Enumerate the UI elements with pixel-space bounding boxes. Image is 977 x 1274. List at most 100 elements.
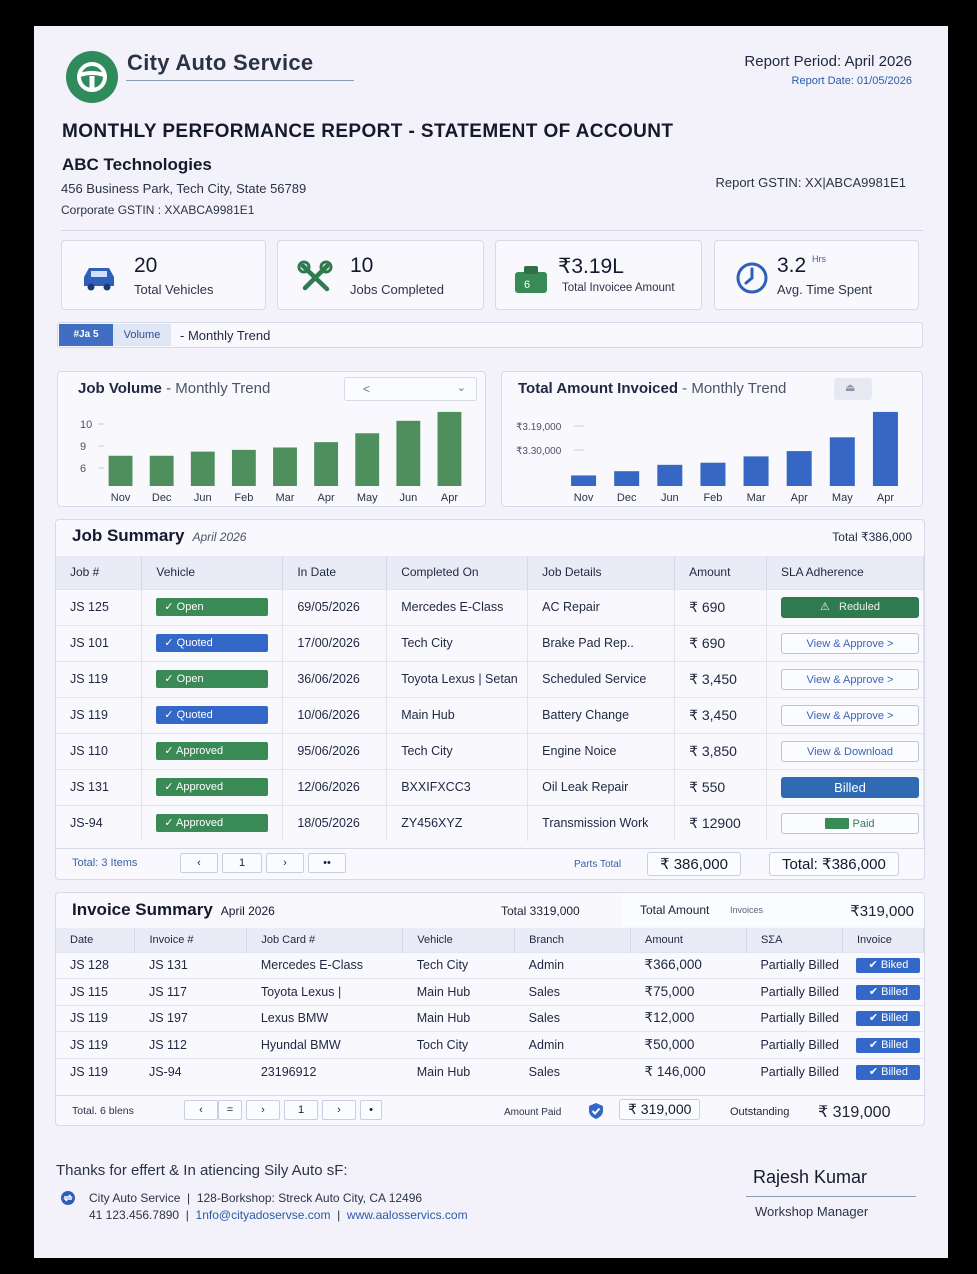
table-row[interactable]: JS 110 ✓ Approved 95/06/2026 Tech City Engin… xyxy=(56,732,925,769)
job-amount: ₹ 3,450 xyxy=(674,660,767,697)
invoice-col-header: Date xyxy=(56,928,136,952)
status-cell: ✓ Approved xyxy=(141,804,284,841)
page-forward-button[interactable]: › xyxy=(246,1100,280,1120)
outstanding-label: Outstanding xyxy=(730,1106,790,1118)
invoice-date: JS 119 xyxy=(56,1004,135,1032)
status-badge: ✓ Open xyxy=(156,598,269,616)
sla-action-button[interactable]: Billed xyxy=(780,776,919,798)
sla-action-button[interactable]: View & Download xyxy=(780,740,919,762)
prev-page-button[interactable]: ‹ xyxy=(184,1100,218,1120)
footer-contact-line1: City Auto Service | 128-Borkshop: Streck… xyxy=(89,1191,423,1205)
job-card: Lexus BMW xyxy=(246,1004,403,1032)
invoice-branch: Sales xyxy=(514,1004,631,1032)
sla-action-button[interactable]: Paid xyxy=(780,812,919,834)
kpi-total-invoice-amount: 6 ₹3.19L Total Invoicee Amount xyxy=(495,240,702,310)
invoice-amount: ₹12,000 xyxy=(630,1004,747,1032)
invoice-vehicle: Main Hub xyxy=(402,1004,515,1032)
status-badge: ✓ Approved xyxy=(156,778,269,796)
invoice-summary-panel: Invoice Summary April 2026 Total 3319,000… xyxy=(55,892,925,1126)
invoice-number: JS-94 xyxy=(134,1057,247,1085)
chart-toggle-button[interactable]: ⏏ xyxy=(834,378,872,400)
bar xyxy=(190,451,215,486)
table-row[interactable]: JS 119 ✓ Open 36/06/2026 Toyota Lexus | Set… xyxy=(56,660,925,697)
job-amount: ₹ 690 xyxy=(674,624,767,661)
corporate-gstin: Corporate GSTIN : XXABCA9981E1 xyxy=(61,203,255,217)
job-number: JS 125 xyxy=(56,588,143,625)
cash-icon xyxy=(825,818,850,830)
svg-text:6: 6 xyxy=(524,279,530,291)
table-row[interactable]: JS 125 ✓ Open 69/05/2026 Mercedes E-Class AC… xyxy=(56,588,925,625)
table-row[interactable]: JS 119 JS 197 Lexus BMW Main Hub Sales ₹12,00… xyxy=(56,1004,924,1032)
table-row[interactable]: JS-94 ✓ Approved 18/05/2026 ZY456XYZ Transmi… xyxy=(56,804,925,841)
y-tick-label: 6 xyxy=(80,463,86,475)
toggle-tab-jobs[interactable]: #Ja 5 xyxy=(59,324,113,346)
table-row[interactable]: JS 119 JS 112 Hyundal BMW Toch City Admin ₹50… xyxy=(56,1031,924,1058)
invoice-sla: Partially Billed xyxy=(746,1057,843,1085)
job-card: Hyundal BMW xyxy=(246,1031,403,1058)
billed-badge[interactable]: ✔ Biked xyxy=(856,958,921,974)
signatory-title: Workshop Manager xyxy=(755,1204,869,1219)
footer-website-link[interactable]: www.aalosservics.com xyxy=(346,1208,468,1222)
next-page-button[interactable]: › xyxy=(266,853,304,873)
billed-badge[interactable]: ✔ Billed xyxy=(856,1037,921,1053)
footer-email-link[interactable]: 1nfo@cityadoservse.com xyxy=(195,1208,331,1222)
prev-page-button[interactable]: ‹ xyxy=(180,853,218,873)
kpi-total-vehicles: 20 Total Vehicles xyxy=(61,240,266,310)
total-amount-sub: Invoices xyxy=(730,905,764,915)
trend-toggle-bar: #Ja 5 Volume - Monthly Trend xyxy=(57,322,923,348)
x-tick-label: May xyxy=(832,492,853,504)
table-row[interactable]: JS 128 JS 131 Mercedes E-Class Tech City Adm… xyxy=(56,951,924,979)
x-tick-label: Jun xyxy=(661,492,679,504)
billed-badge[interactable]: ✔ Billed xyxy=(856,1064,921,1080)
sla-action-button[interactable]: View & Approve > xyxy=(780,632,919,654)
sla-action-button[interactable]: View & Approve > xyxy=(780,668,919,690)
job-amount: ₹ 690 xyxy=(674,588,767,625)
page-menu-button[interactable]: = xyxy=(218,1100,242,1120)
add-page-button[interactable]: • xyxy=(360,1100,382,1120)
amount-invoiced-chart: ₹3.19,000 ₹3.30,000 Nov Dec Jun Feb Mar Apr May A… xyxy=(516,411,898,504)
table-row[interactable]: JS 101 ✓ Quoted 17/00/2026 Tech City Brake P… xyxy=(56,624,925,661)
billed-badge[interactable]: ✔ Billed xyxy=(856,1011,921,1027)
invoice-vehicle: Toch City xyxy=(402,1031,515,1058)
more-pages-button[interactable]: •• xyxy=(308,853,346,873)
completed-on: Mercedes E-Class xyxy=(386,588,529,625)
invoice-table-wrap: Date Invoice # Job Card # Vehicle Branch Amou… xyxy=(56,928,925,1085)
total-amount-value: ₹319,000 xyxy=(850,903,914,920)
toggle-tab-volume[interactable]: Volume xyxy=(113,324,171,346)
invoice-vehicle: Main Hub xyxy=(402,1057,515,1085)
invoice-status-cell: ✔ Billed xyxy=(842,978,924,1005)
report-period: Report Period: April 2026 xyxy=(744,53,912,70)
sla-action-button[interactable]: View & Approve > xyxy=(780,704,919,726)
chart-range-dropdown[interactable]: < ⌄ xyxy=(344,377,477,401)
page-number[interactable]: 1 xyxy=(222,853,262,873)
in-date: 17/00/2026 xyxy=(282,624,388,661)
status-badge: ✓ Open xyxy=(156,670,269,688)
next-page-button[interactable]: › xyxy=(322,1100,356,1120)
page-number[interactable]: 1 xyxy=(284,1100,318,1120)
chevron-down-icon: ⌄ xyxy=(456,382,466,394)
table-row[interactable]: JS 131 ✓ Approved 12/06/2026 BXXIFXCC3 Oil L… xyxy=(56,768,925,805)
invoice-col-header: SΣA xyxy=(746,928,843,952)
job-col-header: Job Details xyxy=(527,556,676,589)
status-cell: ✓ Quoted xyxy=(141,624,284,661)
divider xyxy=(61,230,923,231)
billed-badge[interactable]: ✔ Billed xyxy=(856,984,921,1000)
kpi-label: Jobs Completed xyxy=(350,282,444,297)
job-amount: ₹ 550 xyxy=(674,768,767,805)
kpi-value: 10 xyxy=(350,254,374,277)
tools-icon xyxy=(297,260,333,292)
table-row[interactable]: JS 119 ✓ Quoted 10/06/2026 Main Hub Battery … xyxy=(56,696,925,733)
invoice-col-header: Branch xyxy=(514,928,632,952)
bar xyxy=(786,451,812,486)
invoice-table-footer: Total. 6 blens ‹ = › 1 › • Amount Paid ₹… xyxy=(56,1095,924,1126)
kpi-value: ₹3.19L xyxy=(558,255,624,278)
table-row[interactable]: JS 115 JS 117 Toyota Lexus | Main Hub Sales ₹… xyxy=(56,978,924,1005)
completed-on: Tech City xyxy=(386,624,529,661)
sla-action-button: ⚠ Reduled xyxy=(780,596,919,618)
in-date: 95/06/2026 xyxy=(282,732,388,769)
x-tick-label: Apr xyxy=(318,492,335,504)
bar xyxy=(108,455,133,486)
x-tick-label: Nov xyxy=(111,492,131,504)
sla-cell: View & Download xyxy=(766,732,925,769)
table-row[interactable]: JS 119 JS-94 23196912 Main Hub Sales ₹ 146,00… xyxy=(56,1057,924,1085)
